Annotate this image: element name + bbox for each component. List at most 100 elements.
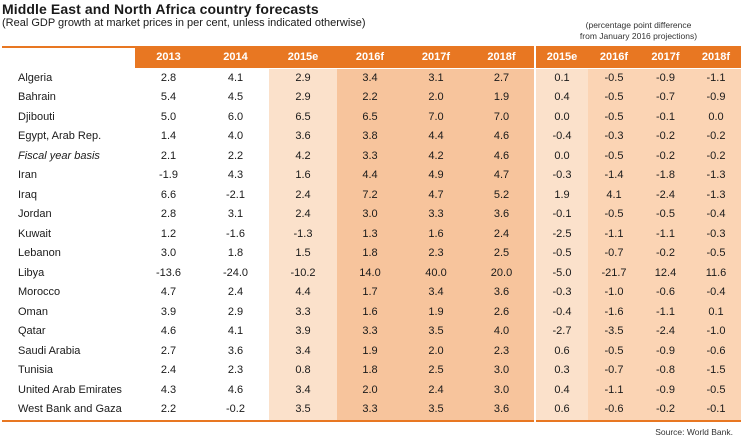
diff-column-header: 2015e [546,51,578,63]
growth-value: 4.6 [493,149,510,162]
row-country: West Bank and Gaza [18,403,122,415]
growth-value: 4.0 [227,130,244,142]
growth-value: 3.0 [362,208,378,220]
row-country: Algeria [18,71,53,84]
difference-value: -0.4 [706,286,726,298]
growth-value: 3.0 [160,247,177,259]
growth-value: 3.4 [428,286,444,298]
growth-value: 3.8 [362,130,378,142]
growth-value: 2.9 [295,91,311,103]
growth-value: -1.9 [159,169,178,181]
row-country: Oman [18,305,48,318]
difference-value: -0.5 [604,91,624,103]
difference-value: -0.6 [604,403,624,415]
difference-value: -0.9 [656,344,675,357]
growth-value: 2.0 [428,91,444,103]
row-country: Tunisia [18,364,54,376]
difference-value: -2.4 [656,325,675,337]
difference-value: -0.2 [656,149,675,162]
growth-value: 2.4 [428,383,444,396]
growth-value: 3.1 [227,208,244,220]
growth-value: 0.8 [295,364,311,376]
difference-value: -0.5 [604,71,624,84]
growth-value: 1.9 [428,305,444,318]
difference-note-line-2: from January 2016 projections) [579,31,698,41]
difference-value: -0.9 [706,91,726,103]
difference-value: -1.3 [706,188,726,201]
column-header: 2014 [223,51,248,63]
growth-value: 2.2 [362,91,378,103]
table-title: Middle East and North Africa country for… [2,1,319,17]
growth-value: 4.4 [362,169,378,181]
difference-value: -0.5 [604,110,624,123]
growth-value: 2.0 [428,344,444,357]
growth-value: 3.3 [428,208,444,220]
growth-value: -10.2 [290,266,316,279]
difference-value: 0.4 [554,91,570,103]
growth-value: 2.4 [295,188,311,201]
growth-value: 6.6 [160,188,177,201]
row-country: Qatar [18,325,46,337]
difference-value: -0.8 [656,364,675,376]
growth-value: -0.2 [226,403,245,415]
difference-value: -0.3 [552,286,572,298]
growth-value: 2.6 [493,305,510,318]
difference-value: 11.6 [705,266,727,279]
growth-value: 20.0 [490,266,513,279]
growth-value: 3.5 [428,403,444,415]
growth-value: 6.0 [227,110,244,123]
growth-value: 2.2 [227,149,244,162]
growth-value: 2.9 [227,305,244,318]
difference-value: -1.5 [706,364,726,376]
difference-value: -1.0 [604,286,624,298]
shade-diff-forecast [588,68,741,420]
row-country: Djibouti [18,110,55,123]
growth-value: 4.6 [227,383,244,396]
row-country: Kuwait [18,227,52,240]
difference-value: -0.5 [706,383,726,396]
growth-value: 1.9 [493,91,510,103]
row-country: Iraq [18,188,37,201]
growth-value: -13.6 [155,266,182,279]
growth-value: 3.1 [428,71,444,84]
difference-value: -0.4 [706,208,726,220]
growth-value: 3.9 [295,325,311,337]
difference-value: -3.5 [604,325,624,337]
growth-value: -1.3 [293,227,313,240]
growth-value: 5.0 [160,110,177,123]
difference-value: -0.3 [552,169,572,181]
growth-value: 4.3 [160,383,177,396]
growth-value: 3.4 [362,71,378,84]
difference-value: -2.5 [552,227,572,240]
difference-value: -1.1 [706,71,726,84]
difference-value: -0.4 [552,130,572,142]
difference-value: -1.1 [604,227,624,240]
difference-value: -0.7 [656,91,675,103]
difference-value: -1.1 [656,305,675,318]
growth-value: 3.3 [362,403,378,415]
growth-value: 4.7 [428,188,444,201]
growth-value: 2.0 [362,383,378,396]
difference-value: -1.6 [604,305,624,318]
difference-value: -0.1 [552,208,572,220]
row-country: Iran [18,169,37,181]
row-country: United Arab Emirates [18,383,122,396]
growth-value: 4.1 [227,325,244,337]
growth-value: 7.0 [493,110,510,123]
column-header: 2013 [156,51,181,63]
growth-value: 3.4 [295,344,311,357]
growth-value: 2.5 [493,247,510,259]
diff-column-header: 2017f [651,51,680,63]
growth-value: 4.1 [227,71,244,84]
growth-value: 1.6 [428,227,444,240]
column-header: 2015e [287,51,319,63]
growth-value: 1.2 [160,227,177,240]
growth-value: 4.2 [428,149,444,162]
growth-value: 4.2 [295,149,311,162]
growth-value: 3.5 [428,325,444,337]
difference-value: -0.3 [604,130,624,142]
growth-value: 3.0 [493,383,510,396]
header-rule-left [2,46,534,48]
growth-value: 1.3 [362,227,378,240]
difference-value: -0.5 [552,247,572,259]
